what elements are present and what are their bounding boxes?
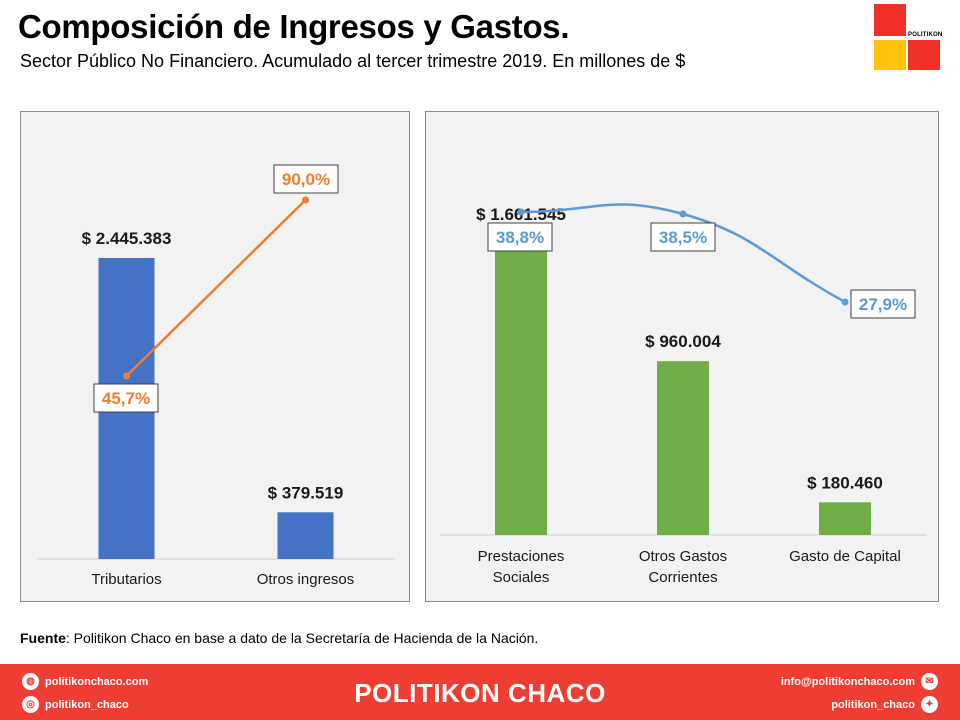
mail-icon: ✉ (921, 673, 938, 690)
page-subtitle: Sector Público No Financiero. Acumulado … (20, 51, 686, 71)
ingresos-chart-panel: $ 2.445.383 Tributarios $ 379.519 Otros ing… (20, 111, 410, 602)
bar (277, 512, 334, 559)
globe-icon: ◍ (22, 673, 39, 690)
logo-text: POLITIKON (908, 32, 943, 38)
gastos-chart-panel: $ 1.661.545 Prestaciones Sociales $ 960.004… (425, 111, 939, 602)
percentage-label: 38,8% (496, 228, 544, 247)
ingresos-chart: $ 2.445.383 Tributarios $ 379.519 Otros ing… (37, 164, 395, 588)
bar (495, 234, 547, 535)
percentage-point (679, 210, 687, 218)
page-title: Composición de Ingresos y Gastos. (18, 8, 570, 45)
footer-bar: ◍ politikonchaco.com ◎ politikon_chaco P… (0, 664, 960, 720)
percentage-line (125, 199, 307, 377)
footer-website[interactable]: ◍ politikonchaco.com (22, 673, 148, 690)
percentage-label-box (650, 222, 716, 252)
source-note: Fuente: Politikon Chaco en base a dato d… (20, 630, 538, 646)
footer-email[interactable]: info@politikonchaco.com ✉ (781, 673, 938, 690)
percentage-label: 27,9% (859, 295, 907, 314)
twitter-icon: ✦ (921, 696, 938, 713)
category-label: Otros Gastos (639, 548, 727, 565)
percentage-label: 38,5% (659, 228, 707, 247)
bar (657, 361, 709, 535)
category-label: Tributarios (91, 571, 161, 588)
category-label: Otros ingresos (257, 571, 355, 588)
footer-brand: POLITIKON CHACO (354, 678, 606, 708)
percentage-point (517, 208, 525, 216)
bar-value-label: $ 180.460 (807, 473, 883, 492)
footer-twitter[interactable]: politikon_chaco ✦ (831, 696, 938, 713)
percentage-label-box (487, 222, 553, 252)
source-text: : Politikon Chaco en base a dato de la S… (65, 630, 539, 646)
category-label: Sociales (493, 569, 550, 586)
logo-square-red (874, 4, 906, 36)
percentage-label: 45,7% (102, 389, 150, 408)
source-label: Fuente (20, 630, 66, 646)
footer-twitter-text: politikon_chaco (831, 698, 915, 711)
percentage-line (520, 203, 846, 304)
bar-value-label: $ 960.004 (645, 332, 721, 351)
footer-website-text: politikonchaco.com (45, 675, 149, 688)
logo-square-yellow (874, 40, 906, 70)
bar (819, 502, 871, 535)
percentage-point (123, 372, 130, 380)
category-label: Gasto de Capital (789, 548, 901, 565)
footer-instagram[interactable]: ◎ politikon_chaco (22, 696, 129, 713)
footer-instagram-text: politikon_chaco (45, 698, 129, 711)
percentage-label-box (273, 164, 339, 194)
footer-email-text: info@politikonchaco.com (780, 675, 915, 688)
percentage-label-box (850, 289, 916, 319)
bar-value-label: $ 379.519 (268, 483, 344, 502)
percentage-label: 90,0% (282, 170, 330, 189)
category-label: Corrientes (648, 569, 717, 586)
bar-value-label: $ 2.445.383 (82, 229, 172, 248)
instagram-icon: ◎ (22, 696, 39, 713)
politikon-logo: POLITIKON (874, 4, 943, 70)
percentage-point (302, 196, 309, 204)
logo-square-red-2 (908, 40, 940, 70)
percentage-point (841, 298, 849, 306)
category-label: Prestaciones (478, 548, 565, 565)
percentage-label-box (93, 383, 159, 413)
